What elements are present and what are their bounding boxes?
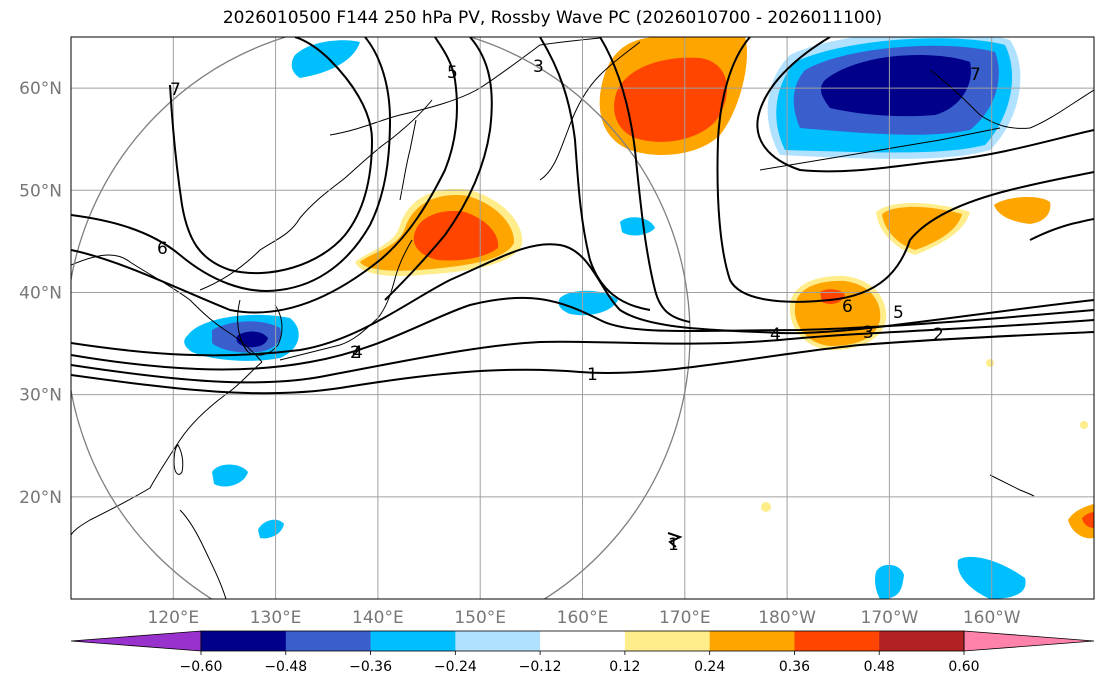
negative-anomaly-korea-inner (236, 331, 268, 348)
coastline-russia-north (329, 37, 601, 136)
positive-anomaly-kamchatka-core (614, 57, 727, 142)
negative-anomaly-taiwan (212, 464, 248, 487)
longitude-label: 120°E (147, 608, 199, 628)
positive-anomaly-speck-b (986, 359, 994, 367)
colorbar-segment (624, 631, 711, 651)
colorbar-segment (285, 631, 372, 651)
contour-label: 5 (893, 303, 904, 323)
colorbar-label: 0.36 (779, 659, 810, 675)
pv-contours (71, 37, 1094, 548)
pv-contour-5 (71, 37, 458, 314)
colorbar-segment (540, 631, 626, 651)
negative-anomaly-pacific-b (620, 217, 655, 236)
contour-label: 1 (587, 365, 598, 385)
pv-contour-14 (667, 532, 683, 548)
coastline-taiwan (173, 444, 184, 475)
colorbar-label: 0.48 (864, 659, 895, 675)
colorbar-extend-low (70, 630, 202, 652)
map-frame (70, 36, 1095, 600)
colorbar-segment (879, 631, 965, 651)
colorbar: −0.60 −0.48 −0.36 −0.24 −0.12 0.12 0.24 0.36 0.4… (70, 630, 1095, 675)
pv-contour-10 (599, 37, 691, 323)
contour-label: 2 (933, 325, 944, 345)
contour-label: 4 (352, 343, 363, 363)
negative-anomaly-luzon (258, 519, 284, 539)
contour-label: 6 (157, 239, 168, 259)
positive-anomaly-speck-c (1080, 421, 1088, 429)
map-area: 1 2 3 4 5 6 7 1 2 3 4 5 6 7 (71, 37, 1094, 599)
coastline-alaska (929, 69, 1094, 129)
longitude-label: 170°E (659, 608, 711, 628)
radius-circle (71, 37, 691, 599)
colorbar-label: 0.60 (948, 659, 979, 675)
contour-label: 5 (447, 63, 458, 83)
latitude-labels: 20°N 30°N 40°N 50°N 60°N (19, 79, 62, 508)
coastline-asia (71, 254, 263, 536)
latitude-label: 20°N (19, 488, 62, 508)
coastlines (71, 37, 1094, 599)
colorbar-label: −0.48 (264, 659, 307, 675)
colorbar-segment (794, 631, 880, 651)
longitude-label: 160°E (557, 608, 609, 628)
contour-label: 4 (770, 325, 781, 345)
colorbar-segment (455, 631, 541, 651)
positive-anomaly-gulf-b (994, 196, 1051, 224)
colorbar-label: 0.24 (694, 659, 725, 675)
colorbar-label: −0.12 (519, 659, 562, 675)
longitude-labels: 120°E 130°E 140°E 150°E 160°E 170°E 180°W 170°W… (147, 608, 1020, 628)
coastline-aleutians (759, 127, 1001, 171)
coastline-manchuria (199, 99, 433, 291)
contour-label: 6 (842, 297, 853, 317)
pv-contour-2 (71, 319, 1094, 384)
pv-contour-12 (756, 37, 1094, 173)
longitude-label: 130°E (250, 608, 302, 628)
longitude-label: 160°W (963, 608, 1021, 628)
longitude-label: 180°W (758, 608, 816, 628)
pv-contour-7 (169, 37, 374, 274)
latitude-label: 40°N (19, 283, 62, 303)
contour-labels: 1 2 3 4 5 6 7 1 2 3 4 5 6 7 (157, 57, 981, 555)
colorbar-outline (200, 630, 965, 652)
map-title: 2026010500 F144 250 hPa PV, Rossby Wave … (222, 8, 883, 28)
colorbar-segment (709, 631, 795, 651)
latitude-label: 30°N (19, 386, 62, 406)
colorbar-segment (370, 631, 456, 651)
negative-anomaly-okhotsk (291, 40, 360, 78)
coastline-kamchatka (539, 41, 641, 181)
pv-shading (184, 37, 1094, 599)
contour-label: 7 (170, 80, 181, 100)
longitude-label: 140°E (352, 608, 404, 628)
longitude-label: 170°W (861, 608, 919, 628)
pv-contour-11 (716, 37, 1094, 303)
longitude-label: 150°E (454, 608, 506, 628)
pv-contour-4 (71, 243, 1094, 357)
pv-contour-9 (539, 37, 651, 311)
contour-label: 3 (533, 57, 544, 77)
positive-anomaly-east-edge-core (1082, 512, 1094, 528)
colorbar-label: −0.36 (349, 659, 392, 675)
negative-anomaly-alaska-inner (820, 55, 971, 117)
contour-label: 2 (350, 343, 361, 363)
pv-contour-13 (1029, 218, 1094, 241)
pv-contour-6 (71, 37, 392, 292)
colorbar-label: 0.12 (609, 659, 640, 675)
coastline-hawaii (989, 474, 1035, 497)
positive-anomaly-east-edge (1068, 504, 1094, 539)
positive-anomaly-speck-a (761, 502, 771, 512)
contour-label: 1 (668, 535, 679, 555)
colorbar-label: −0.24 (434, 659, 477, 675)
pv-contour-8 (384, 37, 493, 301)
colorbar-label: −0.60 (180, 659, 223, 675)
latitude-label: 60°N (19, 79, 62, 99)
contour-label: 7 (970, 65, 981, 85)
contour-label: 3 (863, 323, 874, 343)
latitude-label: 50°N (19, 181, 62, 201)
colorbar-extend-high (963, 630, 1095, 652)
pv-contour-1 (71, 331, 1094, 395)
coastline-sakhalin (399, 119, 417, 201)
coastline-philippines (179, 509, 227, 599)
colorbar-segment (201, 631, 287, 651)
